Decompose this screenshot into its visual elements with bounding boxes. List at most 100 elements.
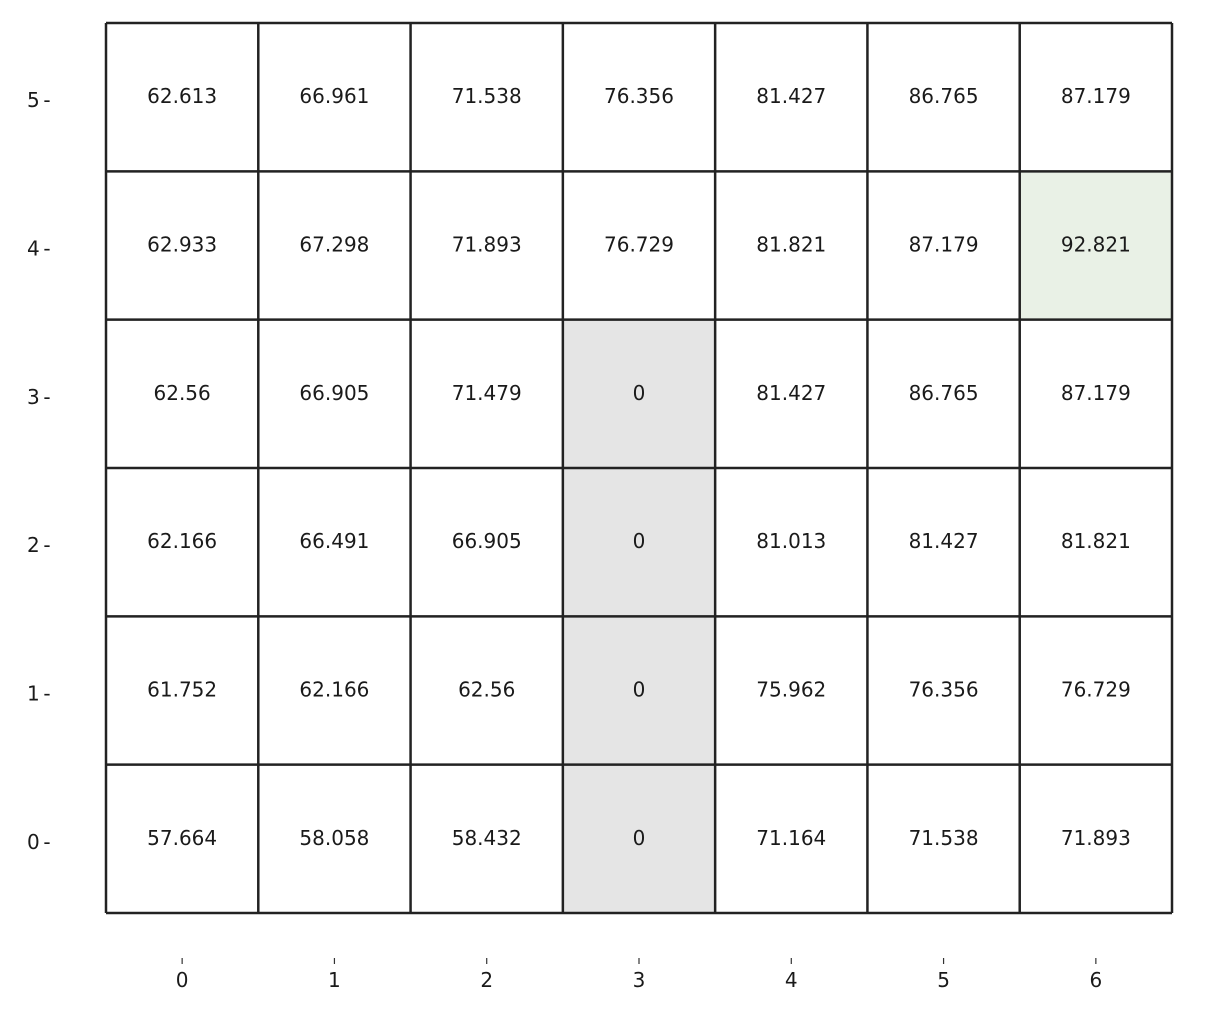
cell-value-label: 81.427 bbox=[909, 529, 979, 553]
cell-value-label: 0 bbox=[633, 678, 646, 702]
x-tick-label: 0 bbox=[176, 968, 189, 992]
grid-cell bbox=[715, 23, 868, 172]
x-tick-label: 4 bbox=[785, 968, 798, 992]
cell-value-label: 62.933 bbox=[147, 233, 217, 257]
y-tick-label: 4 bbox=[27, 237, 40, 261]
grid-cell bbox=[258, 616, 411, 765]
grid-cell bbox=[715, 764, 868, 913]
y-tick-label: 3 bbox=[27, 385, 40, 409]
grid-cell bbox=[410, 23, 563, 172]
cell-value-label: 62.613 bbox=[147, 84, 217, 108]
obstacle-cell bbox=[562, 468, 716, 617]
grid-cell bbox=[867, 764, 1020, 913]
cell-value-label: 76.729 bbox=[1061, 678, 1131, 702]
cell-value-label: 66.961 bbox=[299, 84, 369, 108]
goal-cell bbox=[1019, 171, 1172, 320]
grid-cell bbox=[106, 468, 259, 617]
cell-value-label: 76.729 bbox=[604, 233, 674, 257]
cell-value-label: 87.179 bbox=[909, 233, 979, 257]
cell-value-label: 76.356 bbox=[909, 678, 979, 702]
grid-cell bbox=[410, 468, 563, 617]
cell-value-label: 81.427 bbox=[756, 381, 826, 405]
y-tick-mark: - bbox=[43, 237, 50, 261]
cell-value-label: 81.821 bbox=[1061, 529, 1131, 553]
cell-value-label: 81.013 bbox=[756, 529, 826, 553]
grid-cell bbox=[715, 616, 868, 765]
cell-value-label: 71.538 bbox=[452, 84, 522, 108]
y-tick-mark: - bbox=[43, 682, 50, 706]
grid-cell bbox=[867, 319, 1020, 468]
cell-value-label: 62.56 bbox=[458, 678, 515, 702]
cell-value-label: 58.058 bbox=[299, 826, 369, 850]
cell-value-label: 71.164 bbox=[756, 826, 826, 850]
grid-cell bbox=[867, 171, 1020, 320]
cell-value-label: 62.56 bbox=[154, 381, 211, 405]
cell-value-label: 71.893 bbox=[1061, 826, 1131, 850]
grid-cell bbox=[562, 23, 716, 172]
grid-cell bbox=[1019, 23, 1172, 172]
cell-value-label: 67.298 bbox=[299, 233, 369, 257]
grid-cell bbox=[410, 319, 563, 468]
grid-cell bbox=[258, 319, 411, 468]
cell-value-label: 0 bbox=[633, 826, 646, 850]
cell-value-label: 76.356 bbox=[604, 84, 674, 108]
grid-cell bbox=[867, 23, 1020, 172]
cell-value-label: 71.538 bbox=[909, 826, 979, 850]
grid-cell bbox=[715, 319, 868, 468]
cell-value-label: 81.427 bbox=[756, 84, 826, 108]
y-tick-mark: - bbox=[43, 385, 50, 409]
grid-cell bbox=[1019, 764, 1172, 913]
cell-value-label: 86.765 bbox=[909, 84, 979, 108]
y-tick-label: 0 bbox=[27, 830, 40, 854]
x-tick-label: 1 bbox=[328, 968, 341, 992]
grid-cell bbox=[867, 468, 1020, 617]
cell-value-label: 75.962 bbox=[756, 678, 826, 702]
grid-cell bbox=[715, 468, 868, 617]
x-tick-label: 3 bbox=[633, 968, 646, 992]
cell-value-label: 57.664 bbox=[147, 826, 217, 850]
y-tick-label: 5 bbox=[27, 88, 40, 112]
x-tick-label: 5 bbox=[937, 968, 950, 992]
grid-cell bbox=[867, 616, 1020, 765]
grid-cell bbox=[258, 764, 411, 913]
grid-cell bbox=[258, 468, 411, 617]
grid-cell bbox=[1019, 616, 1172, 765]
grid-cell bbox=[410, 171, 563, 320]
cell-value-label: 81.821 bbox=[756, 233, 826, 257]
grid-cell bbox=[410, 764, 563, 913]
x-tick-label: 6 bbox=[1089, 968, 1102, 992]
obstacle-cell bbox=[562, 319, 716, 468]
cell-value-label: 61.752 bbox=[147, 678, 217, 702]
obstacle-cell bbox=[562, 616, 716, 765]
grid-cell bbox=[106, 616, 259, 765]
cell-value-label: 58.432 bbox=[452, 826, 522, 850]
grid-cell bbox=[1019, 319, 1172, 468]
y-tick-mark: - bbox=[43, 88, 50, 112]
grid-cell bbox=[410, 616, 563, 765]
grid-cell bbox=[1019, 468, 1172, 617]
cell-value-label: 66.491 bbox=[299, 529, 369, 553]
cell-value-label: 0 bbox=[633, 529, 646, 553]
grid-cell bbox=[715, 171, 868, 320]
cell-value-label: 92.821 bbox=[1061, 233, 1131, 257]
cell-value-label: 71.893 bbox=[452, 233, 522, 257]
grid-cell bbox=[106, 23, 259, 172]
cell-value-label: 62.166 bbox=[299, 678, 369, 702]
cell-value-label: 87.179 bbox=[1061, 381, 1131, 405]
y-tick-mark: - bbox=[43, 830, 50, 854]
cell-value-label: 87.179 bbox=[1061, 84, 1131, 108]
y-tick-mark: - bbox=[43, 533, 50, 557]
cell-value-label: 66.905 bbox=[452, 529, 522, 553]
cell-value-label: 0 bbox=[633, 381, 646, 405]
grid-cell bbox=[106, 171, 259, 320]
grid-cell bbox=[258, 171, 411, 320]
grid-cell bbox=[562, 171, 716, 320]
grid-cell bbox=[106, 319, 259, 468]
y-tick-label: 2 bbox=[27, 533, 40, 557]
grid-cell bbox=[106, 764, 259, 913]
cell-value-label: 62.166 bbox=[147, 529, 217, 553]
grid-cell bbox=[258, 23, 411, 172]
cell-value-label: 66.905 bbox=[299, 381, 369, 405]
y-tick-label: 1 bbox=[27, 682, 40, 706]
